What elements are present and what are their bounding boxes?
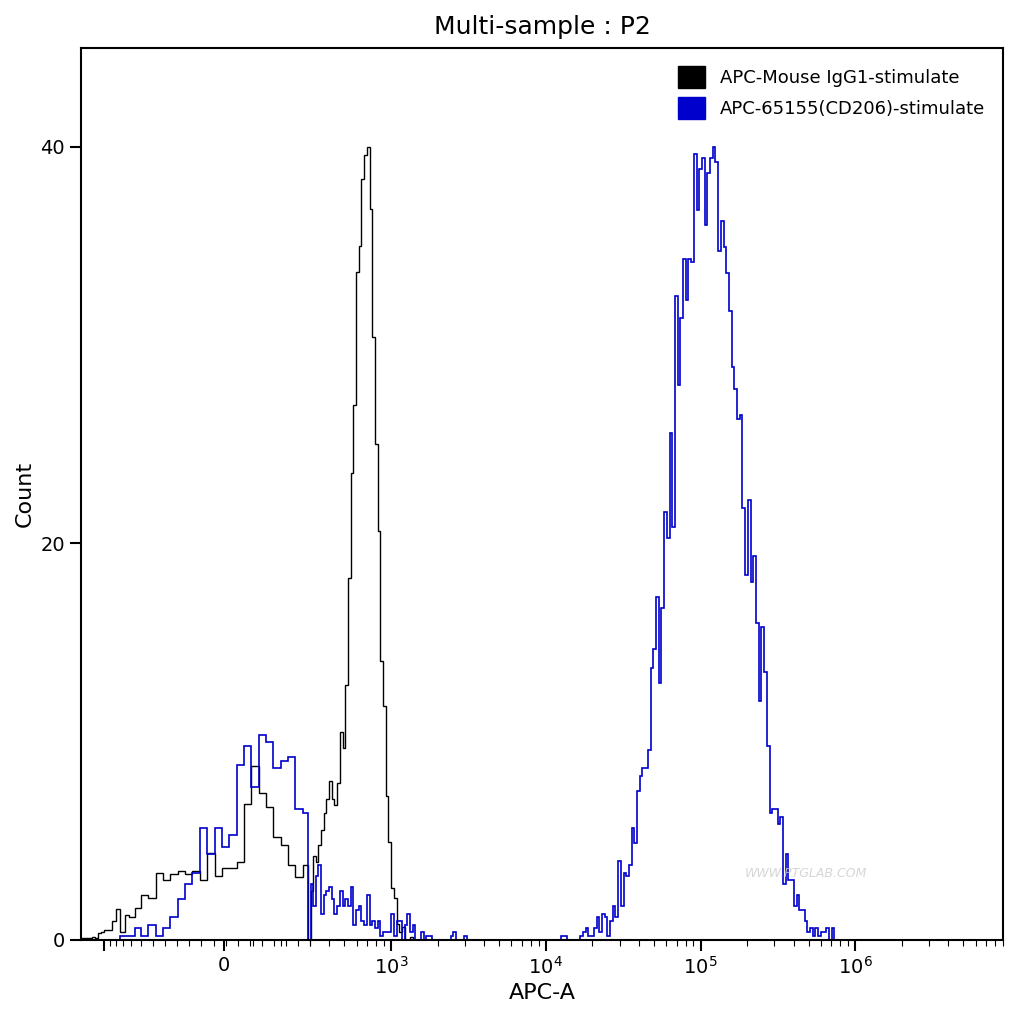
X-axis label: APC-A: APC-A (509, 983, 575, 1003)
Title: Multi-sample : P2: Multi-sample : P2 (434, 15, 651, 39)
Text: WWW.PTGLAB.COM: WWW.PTGLAB.COM (745, 867, 867, 881)
Y-axis label: Count: Count (15, 461, 35, 526)
Legend: APC-Mouse IgG1-stimulate, APC-65155(CD206)-stimulate: APC-Mouse IgG1-stimulate, APC-65155(CD20… (669, 57, 994, 128)
